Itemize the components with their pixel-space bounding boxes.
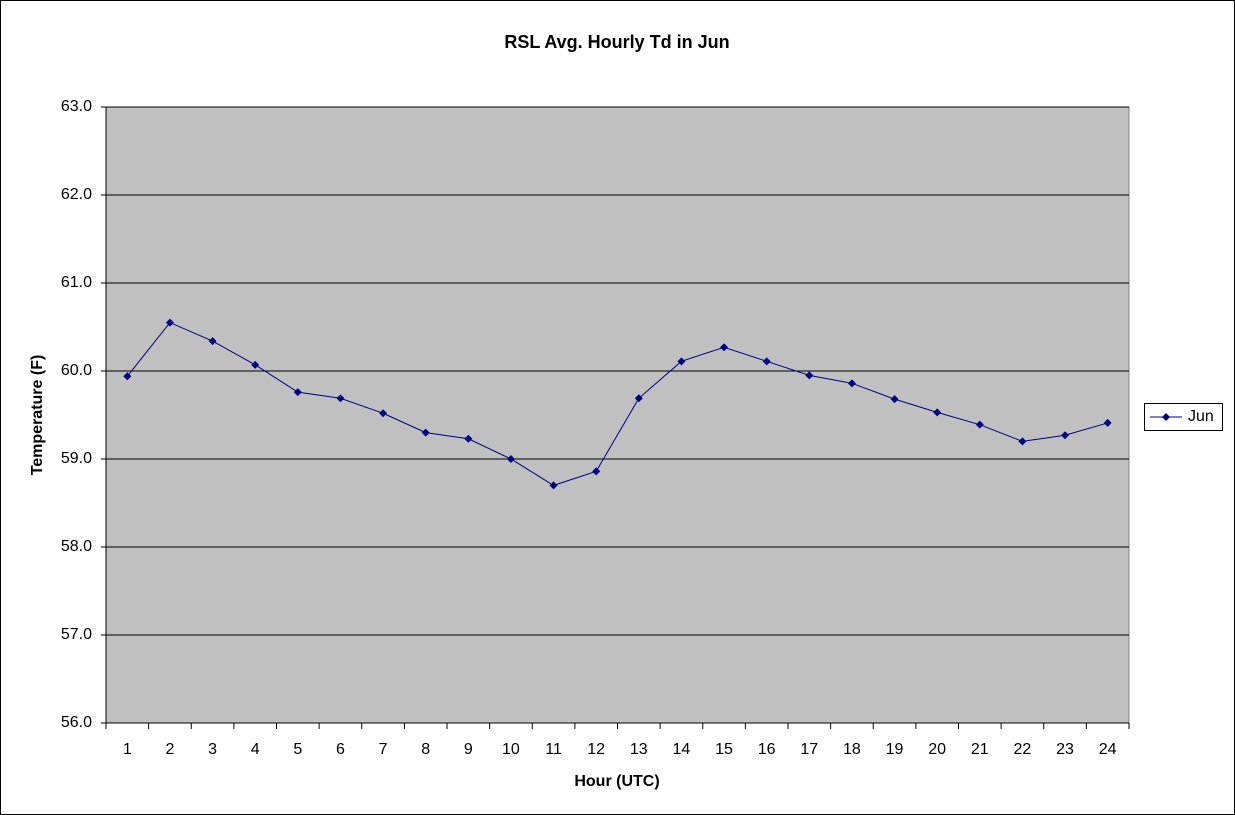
x-tick-label: 3 xyxy=(208,741,217,758)
x-tick-label: 17 xyxy=(800,741,818,758)
y-tick-label: 59.0 xyxy=(61,450,92,467)
data-point xyxy=(975,420,984,429)
y-tick-label: 61.0 xyxy=(61,274,92,291)
x-tick-label: 4 xyxy=(251,741,260,758)
data-point xyxy=(890,395,899,404)
x-tick-label: 20 xyxy=(928,741,946,758)
data-point xyxy=(464,434,473,443)
x-tick-label: 15 xyxy=(715,741,733,758)
x-tick-label: 11 xyxy=(545,741,562,758)
x-tick-label: 8 xyxy=(421,741,430,758)
plot-area xyxy=(105,106,1130,724)
x-tick-label: 21 xyxy=(971,741,989,758)
x-tick-label: 24 xyxy=(1099,741,1117,758)
y-tick-label: 56.0 xyxy=(61,714,92,731)
data-point xyxy=(762,357,771,366)
x-tick-label: 19 xyxy=(886,741,904,758)
y-tick-label: 63.0 xyxy=(61,98,92,115)
x-tick-label: 22 xyxy=(1014,741,1032,758)
data-point xyxy=(165,318,174,327)
x-tick-label: 13 xyxy=(630,741,648,758)
data-point xyxy=(208,337,217,346)
data-point xyxy=(933,408,942,417)
y-tick-label: 60.0 xyxy=(61,362,92,379)
y-axis-title: Temperature (F) xyxy=(29,355,46,476)
x-tick-label: 18 xyxy=(843,741,861,758)
data-point xyxy=(805,371,814,380)
y-tick-label: 58.0 xyxy=(61,538,92,555)
data-point xyxy=(720,343,729,352)
chart-title: RSL Avg. Hourly Td in Jun xyxy=(504,32,729,52)
x-tick-label: 6 xyxy=(336,741,345,758)
x-tick-label: 5 xyxy=(293,741,302,758)
data-point xyxy=(506,455,515,463)
data-point xyxy=(293,388,302,397)
data-point xyxy=(1061,431,1070,440)
x-tick-label: 2 xyxy=(165,741,174,758)
data-point xyxy=(634,394,643,403)
data-point xyxy=(379,409,388,418)
x-tick-label: 7 xyxy=(379,741,388,758)
data-point xyxy=(677,357,686,366)
x-tick-label: 1 xyxy=(123,741,132,758)
data-point xyxy=(251,360,260,369)
data-point xyxy=(592,467,601,476)
x-tick-label: 16 xyxy=(758,741,776,758)
series-line xyxy=(126,321,1108,486)
data-point xyxy=(336,394,345,403)
data-point xyxy=(1018,437,1027,446)
x-tick-label: 12 xyxy=(587,741,605,758)
legend-marker xyxy=(1162,413,1170,421)
legend-label: Jun xyxy=(1188,408,1214,425)
data-point xyxy=(549,481,558,490)
y-tick-label: 57.0 xyxy=(61,626,92,643)
data-point xyxy=(123,372,132,381)
data-point xyxy=(1103,418,1112,427)
x-tick-label: 9 xyxy=(464,741,473,758)
y-tick-label: 62.0 xyxy=(61,186,92,203)
data-point xyxy=(847,379,856,388)
x-tick-label: 14 xyxy=(673,741,691,758)
data-point xyxy=(421,428,430,437)
x-axis-title: Hour (UTC) xyxy=(574,773,659,790)
x-tick-label: 23 xyxy=(1056,741,1074,758)
x-tick-label: 10 xyxy=(502,741,520,758)
